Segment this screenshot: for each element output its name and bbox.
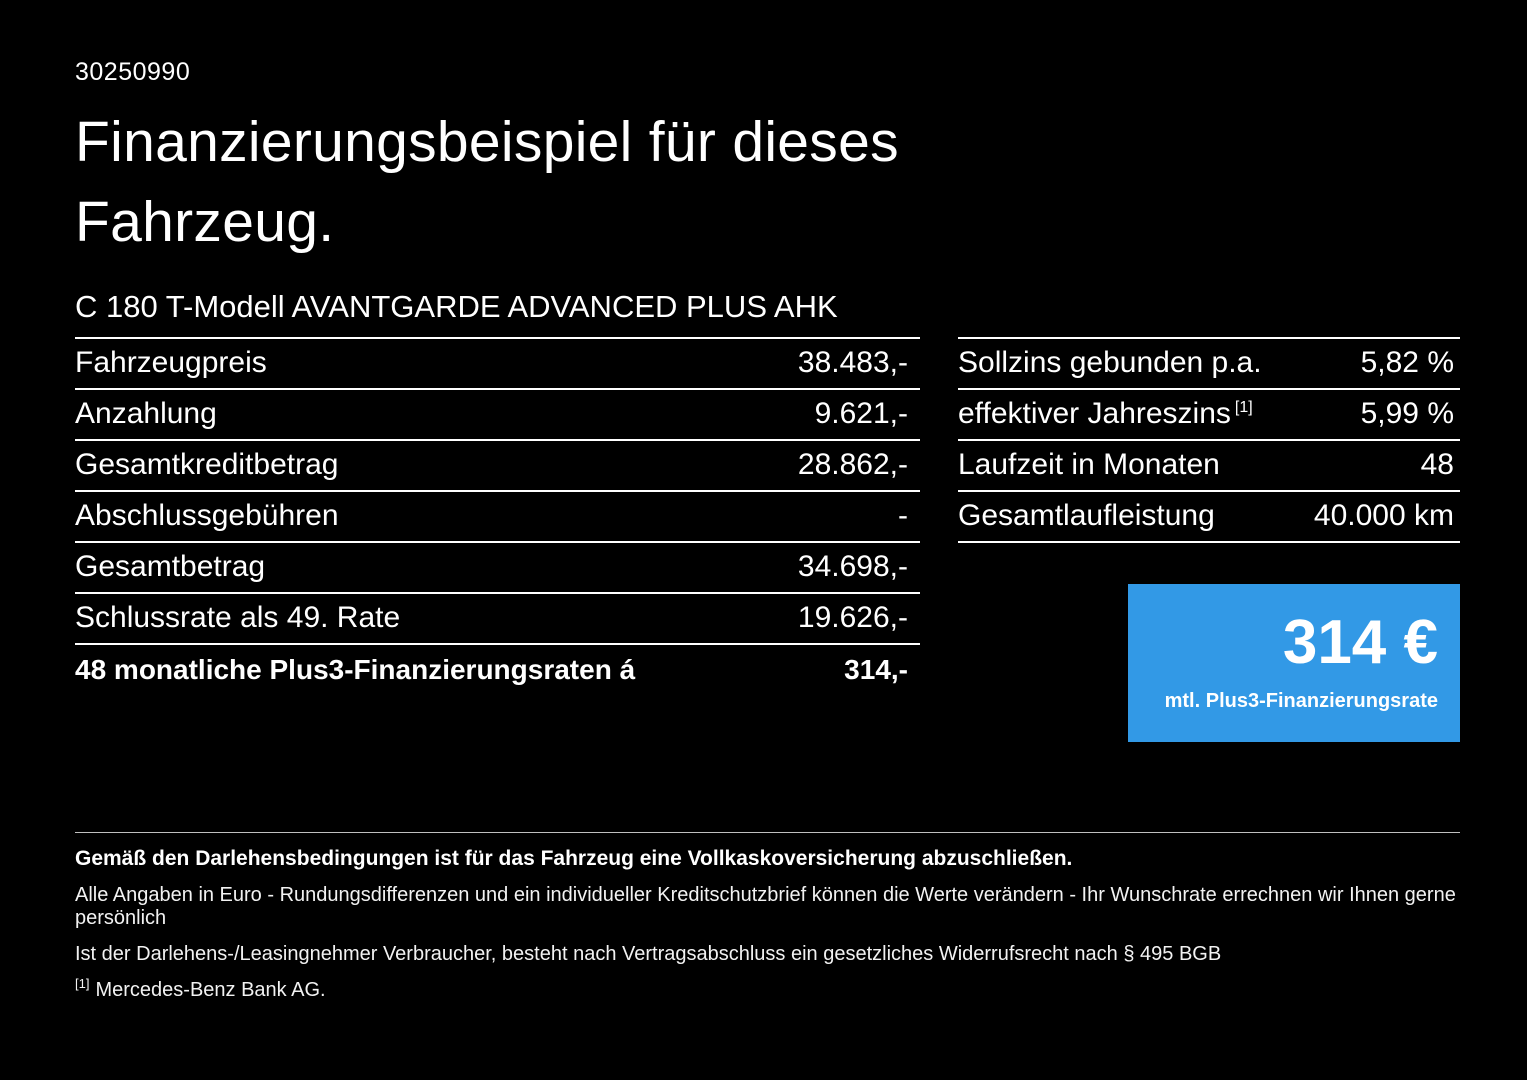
document-id: 30250990 xyxy=(75,58,191,86)
row-label: Anzahlung xyxy=(75,397,217,431)
row-label: 48 monatliche Plus3-Finanzierungsraten á xyxy=(75,654,636,686)
conditions-table: Sollzins gebunden p.a. 5,82 % effektiver… xyxy=(958,336,1460,543)
row-abschlussgebuehren: Abschlussgebühren - xyxy=(75,492,920,543)
row-label: Gesamtbetrag xyxy=(75,550,266,584)
row-laufzeit: Laufzeit in Monaten 48 xyxy=(958,441,1460,492)
page-title-line2: Fahrzeug. xyxy=(75,189,335,254)
row-label: Schlussrate als 49. Rate xyxy=(75,601,401,635)
footer-divider xyxy=(75,831,1460,833)
row-value: 48 xyxy=(1420,448,1454,482)
row-sollzins: Sollzins gebunden p.a. 5,82 % xyxy=(958,339,1460,390)
page-title: Finanzierungsbeispiel für dieses Fahrzeu… xyxy=(75,103,1460,263)
row-value: - xyxy=(898,499,908,533)
row-value: 34.698,- xyxy=(797,550,908,584)
monthly-rate-box: 314 € mtl. Plus3-Finanzierungsrate xyxy=(1128,583,1460,742)
row-value: 38.483,- xyxy=(797,346,908,380)
footnote-marker: [1] xyxy=(75,975,90,991)
row-gesamtlaufleistung: Gesamtlaufleistung 40.000 km xyxy=(958,492,1460,543)
footer-notes: Gemäß den Darlehensbedingungen ist für d… xyxy=(75,831,1460,1002)
row-schlussrate: Schlussrate als 49. Rate 19.626,- xyxy=(75,594,920,645)
financing-details-table: Fahrzeugpreis 38.483,- Anzahlung 9.621,-… xyxy=(75,336,920,696)
row-label: Laufzeit in Monaten xyxy=(958,448,1220,482)
financing-columns: Fahrzeugpreis 38.483,- Anzahlung 9.621,-… xyxy=(75,336,1460,742)
conditions-column: Sollzins gebunden p.a. 5,82 % effektiver… xyxy=(958,336,1460,742)
row-label-text: Laufzeit in Monaten xyxy=(958,448,1220,482)
row-gesamtbetrag: Gesamtbetrag 34.698,- xyxy=(75,543,920,594)
row-value: 9.621,- xyxy=(814,397,908,431)
row-label: Gesamtkreditbetrag xyxy=(75,448,339,482)
row-label-text: Sollzins gebunden p.a. xyxy=(958,346,1262,380)
row-label-text: effektiver Jahreszins xyxy=(958,397,1231,431)
row-label: effektiver Jahreszins [1] xyxy=(958,397,1253,431)
row-value: 28.862,- xyxy=(797,448,908,482)
row-value: 5,82 % xyxy=(1360,346,1454,380)
row-value: 314,- xyxy=(844,654,908,686)
disclaimer-note-2: Ist der Darlehens-/Leasingnehmer Verbrau… xyxy=(75,942,1222,965)
row-anzahlung: Anzahlung 9.621,- xyxy=(75,390,920,441)
row-label: Abschlussgebühren xyxy=(75,499,339,533)
footnote-marker: [1] xyxy=(1234,399,1253,417)
row-effektiver-jahreszins: effektiver Jahreszins [1] 5,99 % xyxy=(958,390,1460,441)
row-label: Sollzins gebunden p.a. xyxy=(958,346,1262,380)
row-value: 5,99 % xyxy=(1360,397,1454,431)
row-label: Fahrzeugpreis xyxy=(75,346,267,380)
bank-footnote: [1] Mercedes-Benz Bank AG. xyxy=(75,975,1460,1002)
row-value: 40.000 km xyxy=(1313,499,1454,533)
row-fahrzeugpreis: Fahrzeugpreis 38.483,- xyxy=(75,339,920,390)
page-title-line1: Finanzierungsbeispiel für dieses xyxy=(75,110,899,174)
row-gesamtkreditbetrag: Gesamtkreditbetrag 28.862,- xyxy=(75,441,920,492)
row-label-text: Gesamtlaufleistung xyxy=(958,499,1215,533)
monthly-rate-amount: 314 € xyxy=(1282,608,1438,678)
row-value: 19.626,- xyxy=(797,601,908,635)
vehicle-model-name: C 180 T-Modell AVANTGARDE ADVANCED PLUS … xyxy=(75,288,838,324)
row-monatliche-raten: 48 monatliche Plus3-Finanzierungsraten á… xyxy=(75,645,920,696)
row-label: Gesamtlaufleistung xyxy=(958,499,1215,533)
disclaimer-note-1: Alle Angaben in Euro - Rundungsdifferenz… xyxy=(75,883,1456,929)
footnote-text: Mercedes-Benz Bank AG. xyxy=(95,978,326,1001)
monthly-rate-caption: mtl. Plus3-Finanzierungsrate xyxy=(1164,690,1438,713)
insurance-note: Gemäß den Darlehensbedingungen ist für d… xyxy=(75,846,1073,870)
